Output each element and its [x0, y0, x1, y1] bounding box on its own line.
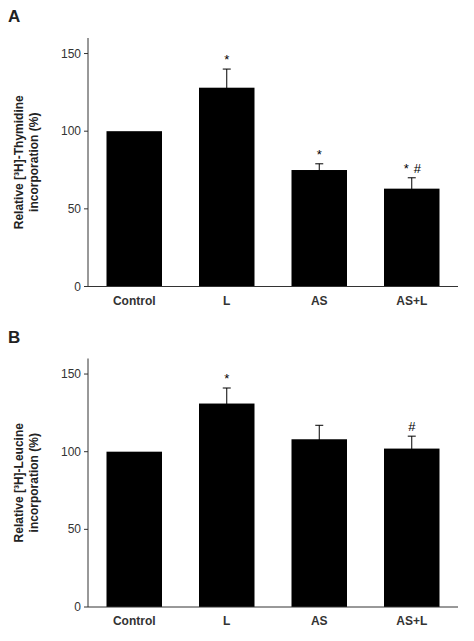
y-tick-label: 0: [74, 600, 81, 614]
y-tick: [84, 529, 88, 530]
y-tick: [84, 53, 88, 54]
x-tick-label: L: [223, 614, 230, 628]
y-tick: [84, 286, 88, 287]
annotation: *: [317, 147, 322, 162]
y-tick: [84, 607, 88, 608]
bar: [199, 88, 255, 287]
marks: [107, 388, 440, 607]
x-axis-line: [88, 286, 458, 287]
error-bar: [223, 388, 231, 419]
error-stem: [319, 164, 320, 176]
error-stem: [226, 388, 227, 419]
error-bar: [223, 69, 231, 106]
y-tick-label: 150: [61, 47, 81, 61]
annotation: *: [404, 161, 409, 176]
y-tick-label: 50: [68, 202, 82, 216]
bar: [292, 439, 348, 607]
y-tick-label: 100: [61, 124, 81, 138]
error-stem: [411, 178, 412, 200]
x-tick-label: AS: [311, 294, 328, 308]
error-cap: [315, 176, 323, 177]
error-bar: [408, 436, 416, 461]
marks: [107, 69, 440, 286]
bar: [107, 452, 163, 607]
panel-label: A: [8, 7, 20, 26]
x-tick-label: Control: [113, 614, 156, 628]
annotation: *: [224, 52, 229, 67]
error-bar: [315, 164, 323, 176]
error-cap: [315, 453, 323, 454]
y-tick: [84, 374, 88, 375]
bar: [292, 170, 348, 286]
y-axis-label-line: Relative [³H]-Leucine: [12, 423, 26, 543]
error-cap: [223, 69, 231, 70]
panel-label: B: [8, 328, 20, 347]
bar: [384, 189, 440, 287]
x-tick-label: AS: [311, 614, 328, 628]
chart-root: A * * * #0 50 100 150 Control L AS AS+L Relative [³H…: [0, 0, 474, 641]
error-stem: [226, 69, 227, 106]
bar: [199, 404, 255, 607]
annotation: *: [224, 371, 229, 386]
x-tick-label: L: [223, 294, 230, 308]
y-axis-line: [88, 38, 89, 287]
y-tick-label: 50: [68, 522, 82, 536]
y-axis-label: Relative [³H]-Thymidineincorporation (%): [12, 95, 41, 229]
y-tick-label: 0: [74, 280, 81, 294]
error-cap: [223, 106, 231, 107]
y-tick-label: 150: [61, 367, 81, 381]
bar: [107, 131, 163, 286]
y-tick: [84, 131, 88, 132]
y-tick-label: 100: [61, 445, 81, 459]
y-axis-label: Relative [³H]-Leucineincorporation (%): [12, 423, 41, 543]
panel: B * #0 50 100 150 Control L AS AS+L Relative [³H]-…: [8, 328, 458, 629]
y-tick: [84, 208, 88, 209]
error-bar: [315, 425, 323, 453]
x-tick-label: Control: [113, 294, 156, 308]
error-stem: [319, 425, 320, 453]
error-cap: [408, 199, 416, 200]
error-stem: [411, 436, 412, 461]
y-axis-line: [88, 359, 89, 608]
y-axis-label-line: incorporation (%): [27, 113, 41, 212]
annotation: #: [408, 419, 416, 434]
error-cap: [408, 461, 416, 462]
x-tick-label: AS+L: [396, 294, 427, 308]
y-axis-label-line: incorporation (%): [27, 433, 41, 532]
error-cap: [223, 419, 231, 420]
y-tick: [84, 451, 88, 452]
error-bar: [408, 178, 416, 200]
x-tick-label: AS+L: [396, 614, 427, 628]
error-cap: [315, 163, 323, 164]
error-cap: [408, 436, 416, 437]
x-axis-line: [88, 607, 458, 608]
error-cap: [223, 388, 231, 389]
panel: A * * * #0 50 100 150 Control L AS AS+L Relative [³H…: [8, 7, 458, 308]
bar: [384, 449, 440, 607]
error-cap: [315, 425, 323, 426]
y-axis-label-line: Relative [³H]-Thymidine: [12, 95, 26, 229]
error-cap: [408, 177, 416, 178]
annotation: #: [414, 161, 422, 176]
